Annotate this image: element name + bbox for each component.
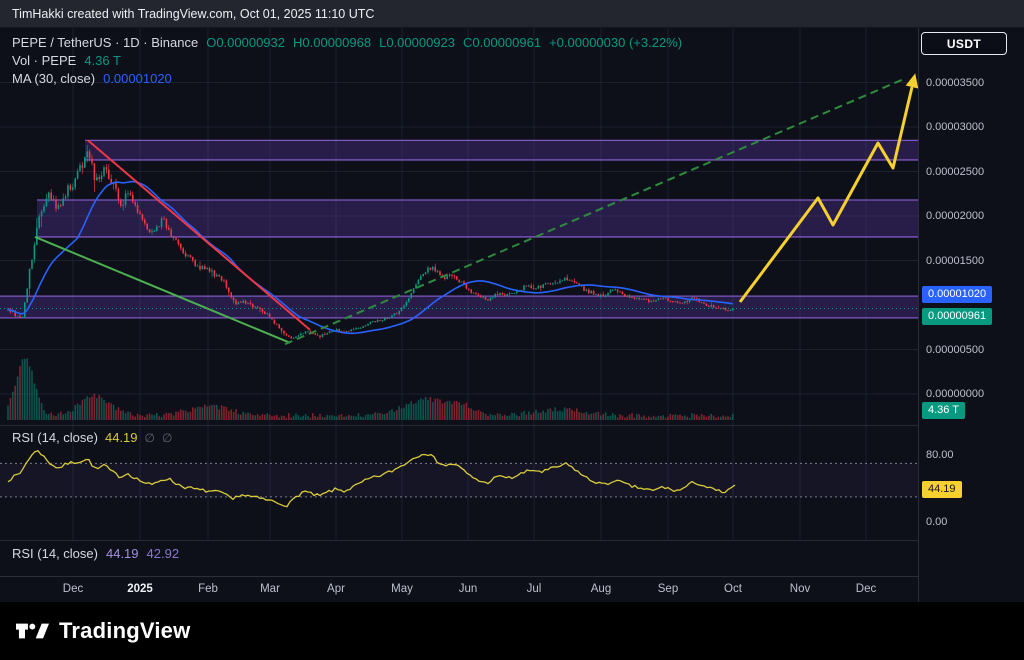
time-axis-label: Dec <box>855 583 877 595</box>
time-axis-label: Feb <box>198 583 218 595</box>
rsi-pane[interactable] <box>0 425 918 540</box>
price-axis-label: 0.00003500 <box>926 76 985 89</box>
rsi-ma-disabled-icon: ∅ <box>144 430 155 445</box>
chart-region[interactable]: PEPE / TetherUS · 1D · Binance O0.000009… <box>0 28 1024 602</box>
time-axis-label: Aug <box>590 583 612 595</box>
volume-label: Vol · PEPE <box>12 52 77 68</box>
ma-label: MA (30, close) <box>12 70 96 86</box>
high-value: H0.00000968 <box>293 34 372 50</box>
price-axis-label: 0.00000500 <box>926 343 985 356</box>
price-axis-label: 0.00000000 <box>926 388 985 400</box>
tradingview-logo-icon <box>16 619 49 643</box>
ma-value: 0.00001020 <box>103 70 172 86</box>
change-value: +0.00000030 (+3.22%) <box>549 34 683 50</box>
time-axis-label: Apr <box>327 583 345 595</box>
rsi-axis-label: 80.00 <box>926 449 954 461</box>
rsi-badge: 44.19 <box>922 480 962 498</box>
rsi2-value: 44.19 <box>105 546 139 561</box>
time-axis-label: Dec <box>62 583 84 595</box>
price-axis-label: 0.00001500 <box>926 254 985 267</box>
rsi-band-disabled-icon: ∅ <box>161 430 173 445</box>
volume-row[interactable]: Vol · PEPE 4.36 T <box>12 52 682 68</box>
time-axis-label: Mar <box>260 583 280 595</box>
time-axis[interactable]: Dec 2025 Feb Mar Apr May Jun Jul Aug Sep Oct Nov Dec <box>0 576 1024 603</box>
rsi2-ma-value: 42.92 <box>146 546 180 561</box>
time-axis-label: Jun <box>458 583 478 595</box>
close-value: C0.00000961 <box>463 34 542 50</box>
rsi2-legend-row[interactable]: RSI (14, close) 44.19 42.92 <box>12 546 179 561</box>
rsi-label: RSI (14, close) <box>12 430 98 445</box>
pane-separator[interactable] <box>0 425 1024 426</box>
pane-separator[interactable] <box>0 540 1024 541</box>
symbol-title: PEPE / TetherUS · 1D · Binance <box>12 34 199 50</box>
price-badge: 0.00001020 <box>922 286 993 304</box>
rsi-axis-label: 0.00 <box>926 516 948 528</box>
time-axis-label: 2025 <box>127 583 153 595</box>
time-axis-label: Oct <box>724 583 742 595</box>
symbol-ohlc-row[interactable]: PEPE / TetherUS · 1D · Binance O0.000009… <box>12 34 682 50</box>
price-axis[interactable]: 0.00003500 0.00003000 0.00002500 0.00002000… <box>918 28 1024 602</box>
footer-bar: TradingView <box>0 602 1024 660</box>
price-axis-label: 0.00003000 <box>926 121 985 133</box>
time-axis-label: Jul <box>526 583 542 595</box>
open-value: O0.00000932 <box>206 34 285 50</box>
main-price-pane[interactable] <box>0 28 918 425</box>
price-axis-label: 0.00002500 <box>926 165 985 178</box>
rsi-legend-row[interactable]: RSI (14, close) 44.19 ∅ ∅ <box>12 430 172 445</box>
low-value: L0.00000923 <box>379 34 455 50</box>
price-badge: 0.00000961 <box>922 308 993 326</box>
rsi-value: 44.19 <box>104 430 138 445</box>
currency-toggle-button[interactable]: USDT <box>921 32 1007 55</box>
rsi2-label: RSI (14, close) <box>12 546 98 561</box>
time-axis-label: Nov <box>789 583 811 595</box>
attribution-bar: TimHakki created with TradingView.com, O… <box>0 0 1024 28</box>
time-axis-label: May <box>391 583 413 595</box>
tradingview-wordmark: TradingView <box>59 618 191 643</box>
ma-row[interactable]: MA (30, close) 0.00001020 <box>12 70 682 86</box>
time-axis-label: Sep <box>657 583 679 595</box>
attribution-text: TimHakki created with TradingView.com, O… <box>12 6 375 21</box>
price-axis-label: 0.00002000 <box>926 210 985 222</box>
volume-badge: 4.36 T <box>922 402 965 419</box>
volume-value: 4.36 T <box>84 52 121 68</box>
chart-legend: PEPE / TetherUS · 1D · Binance O0.000009… <box>12 34 682 86</box>
